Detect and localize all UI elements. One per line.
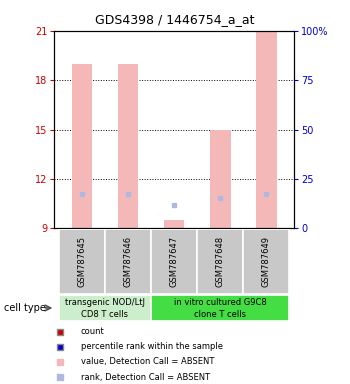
Text: GSM787648: GSM787648 [216,236,225,287]
Text: GDS4398 / 1446754_a_at: GDS4398 / 1446754_a_at [95,13,255,26]
Text: clone T cells: clone T cells [194,310,246,319]
Text: GSM787649: GSM787649 [262,236,271,287]
Bar [118,64,138,228]
Bar [71,64,92,228]
Text: GSM787645: GSM787645 [77,236,86,287]
Text: value, Detection Call = ABSENT: value, Detection Call = ABSENT [81,358,214,366]
Text: CD8 T cells: CD8 T cells [82,310,128,319]
Bar [210,130,231,228]
Bar [59,295,151,321]
Text: cell type: cell type [4,303,46,313]
Text: transgenic NOD/LtJ: transgenic NOD/LtJ [65,298,145,307]
Text: in vitro cultured G9C8: in vitro cultured G9C8 [174,298,267,307]
Text: GSM787646: GSM787646 [124,236,133,287]
Bar [164,220,184,228]
Text: GSM787647: GSM787647 [170,236,178,287]
Bar [197,229,243,294]
Bar [151,295,289,321]
Bar [256,31,277,228]
Text: percentile rank within the sample: percentile rank within the sample [81,342,223,351]
Bar [243,229,289,294]
Text: rank, Detection Call = ABSENT: rank, Detection Call = ABSENT [81,372,210,382]
Bar [151,229,197,294]
Text: count: count [81,327,104,336]
Bar [105,229,151,294]
Bar [59,229,105,294]
